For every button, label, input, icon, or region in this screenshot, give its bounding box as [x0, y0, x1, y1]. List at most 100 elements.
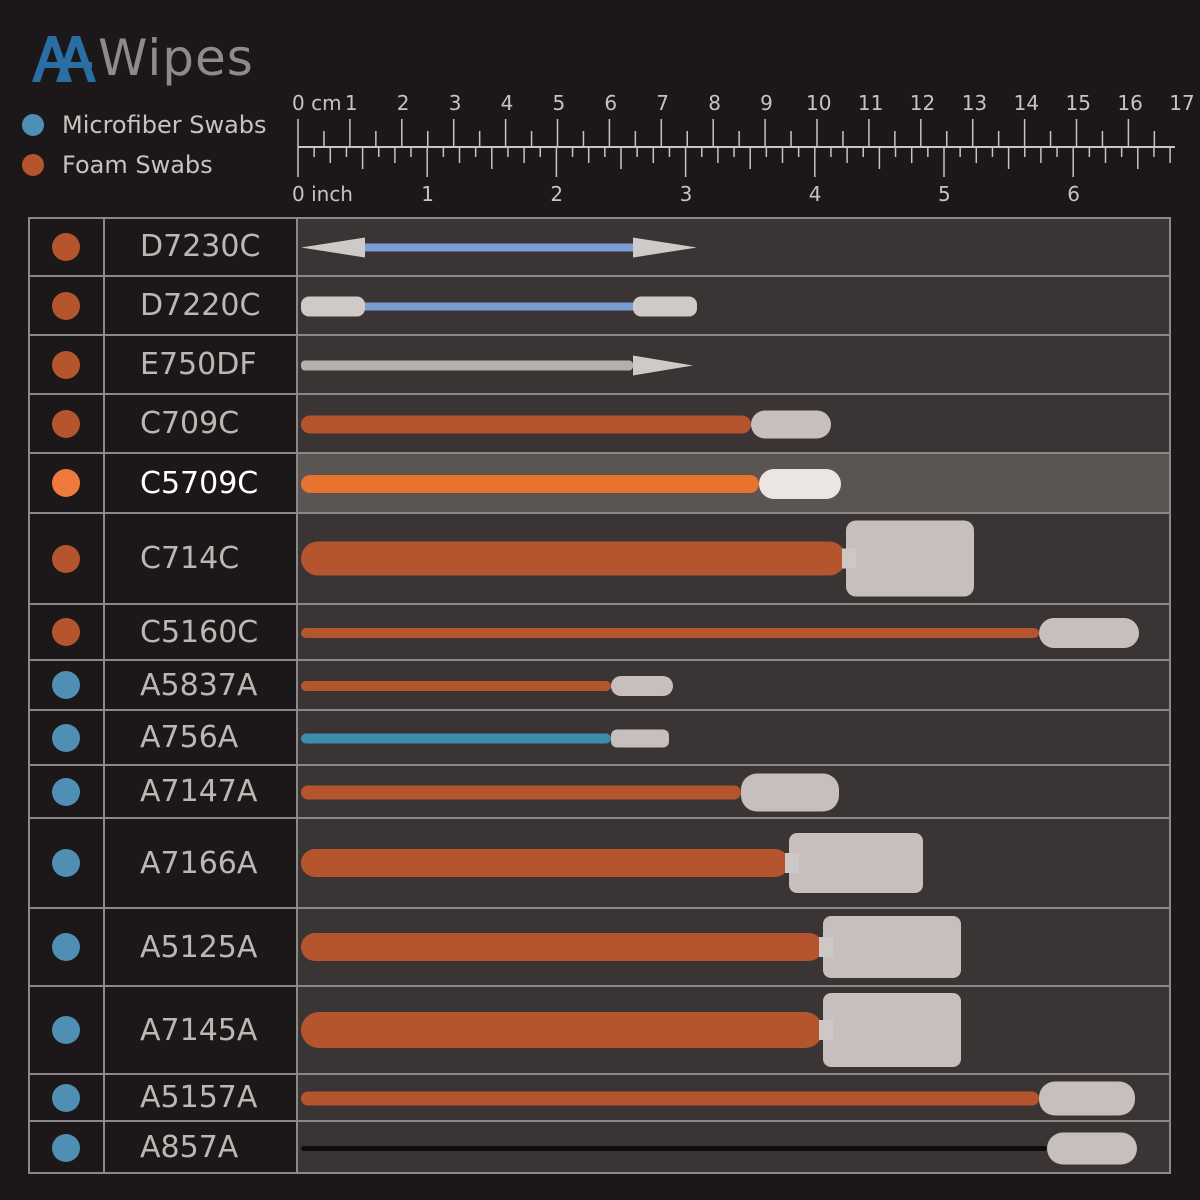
swab-type-dot-icon: [52, 618, 80, 646]
model-number: A5157A: [140, 1080, 258, 1115]
model-number: C5709C: [140, 465, 259, 501]
pointed-swab-icon: [301, 355, 693, 376]
swab-type-dot-icon: [52, 933, 80, 961]
type-cell: [28, 453, 104, 513]
swab-row[interactable]: A7147A: [28, 765, 1171, 818]
swab-image-cell: [297, 660, 1171, 710]
cm-tick-label: 5: [553, 91, 566, 115]
swab-type-dot-icon: [52, 409, 80, 438]
model-cell: E750DF: [104, 335, 297, 394]
swab-type-dot-icon: [52, 849, 80, 877]
swab-image-cell: [297, 453, 1171, 513]
swab-row[interactable]: C709C: [28, 394, 1171, 453]
swab-row[interactable]: D7220C: [28, 276, 1171, 335]
cm-tick-label: 4: [501, 91, 514, 115]
inch-tick-label: 4: [809, 182, 822, 206]
cm-tick-label: 9: [760, 91, 773, 115]
swab-row[interactable]: A5837A: [28, 660, 1171, 710]
swab-image-cell: [297, 908, 1171, 986]
type-cell: [28, 604, 104, 660]
round-tip-swab-icon: [301, 469, 841, 499]
model-cell: A7166A: [104, 818, 297, 908]
swab-image-cell: [297, 765, 1171, 818]
model-number: D7230C: [140, 229, 261, 264]
cm-tick-label: 16: [1117, 91, 1142, 115]
model-number: A756A: [140, 720, 239, 755]
double-ended-flat-swab-icon: [301, 296, 697, 317]
round-tip-swab-icon: [301, 410, 831, 439]
swab-image-cell: [297, 335, 1171, 394]
swab-row[interactable]: A5157A: [28, 1074, 1171, 1121]
swab-type-dot-icon: [52, 671, 80, 699]
swab-type-dot-icon: [52, 777, 80, 806]
model-number: A7145A: [140, 1012, 258, 1048]
swab-row[interactable]: D7230C: [28, 217, 1171, 276]
table-grid-lines: [28, 217, 1171, 1174]
model-number: D7220C: [140, 288, 261, 323]
model-number: A7166A: [140, 845, 258, 881]
type-cell: [28, 660, 104, 710]
microfiber-dot-icon: [22, 114, 44, 136]
swab-type-dot-icon: [52, 350, 80, 379]
swab-image-cell: [297, 710, 1171, 765]
cm-tick-label: 14: [1014, 91, 1039, 115]
legend-item-foam: Foam Swabs: [22, 151, 213, 179]
swab-image-cell: [297, 604, 1171, 660]
wide-head-swab-icon: [301, 916, 961, 978]
long-round-tip-swab-icon: [301, 1081, 1135, 1116]
inch-tick-label: 2: [550, 182, 563, 206]
model-cell: C5709C: [104, 453, 297, 513]
type-cell: [28, 335, 104, 394]
model-cell: A7147A: [104, 765, 297, 818]
swab-row[interactable]: A7145A: [28, 986, 1171, 1074]
swab-row[interactable]: A7166A: [28, 818, 1171, 908]
cm-tick-label: 12: [910, 91, 935, 115]
swab-table: D7230C D7220C E750DF C709C C5709C C714C C5160C…: [28, 217, 1171, 1174]
swab-type-dot-icon: [52, 232, 80, 261]
type-cell: [28, 217, 104, 276]
swab-row[interactable]: C5160C: [28, 604, 1171, 660]
swab-image-cell: [297, 513, 1171, 604]
swab-row[interactable]: C714C: [28, 513, 1171, 604]
swab-row[interactable]: E750DF: [28, 335, 1171, 394]
logo-text: Wipes: [98, 29, 254, 87]
type-cell: [28, 986, 104, 1074]
cm-label: 0 cm: [292, 91, 342, 115]
type-cell: [28, 1121, 104, 1174]
type-cell: [28, 765, 104, 818]
ruler-ticks: [297, 119, 1175, 177]
model-cell: A5125A: [104, 908, 297, 986]
swab-image-cell: [297, 1121, 1171, 1174]
swab-type-dot-icon: [52, 723, 80, 752]
inch-tick-label: 3: [680, 182, 693, 206]
cm-tick-label: 6: [604, 91, 617, 115]
model-cell: A857A: [104, 1121, 297, 1174]
legend-label: Foam Swabs: [62, 151, 213, 179]
type-cell: [28, 513, 104, 604]
swab-image-cell: [297, 986, 1171, 1074]
round-tip-swab-icon: [301, 773, 839, 812]
model-cell: A756A: [104, 710, 297, 765]
cm-tick-label: 2: [397, 91, 410, 115]
model-number: A857A: [140, 1130, 239, 1165]
swab-row[interactable]: A5125A: [28, 908, 1171, 986]
swab-row[interactable]: C5709C: [28, 453, 1171, 513]
model-number: A5125A: [140, 929, 258, 965]
model-cell: D7220C: [104, 276, 297, 335]
swab-type-dot-icon: [52, 1083, 80, 1112]
inch-tick-label: 5: [938, 182, 951, 206]
type-cell: [28, 394, 104, 453]
model-number: A7147A: [140, 774, 258, 809]
cm-tick-label: 10: [806, 91, 831, 115]
model-cell: A5157A: [104, 1074, 297, 1121]
logo-mark-icon: [32, 36, 96, 82]
textured-wide-head-swab-icon: [301, 993, 961, 1067]
model-cell: A7145A: [104, 986, 297, 1074]
double-ended-pointed-swab-icon: [301, 237, 697, 258]
small-tip-swab-icon: [301, 729, 669, 748]
model-cell: C5160C: [104, 604, 297, 660]
swab-row[interactable]: A857A: [28, 1121, 1171, 1174]
cm-tick-label: 13: [962, 91, 987, 115]
swab-row[interactable]: A756A: [28, 710, 1171, 765]
